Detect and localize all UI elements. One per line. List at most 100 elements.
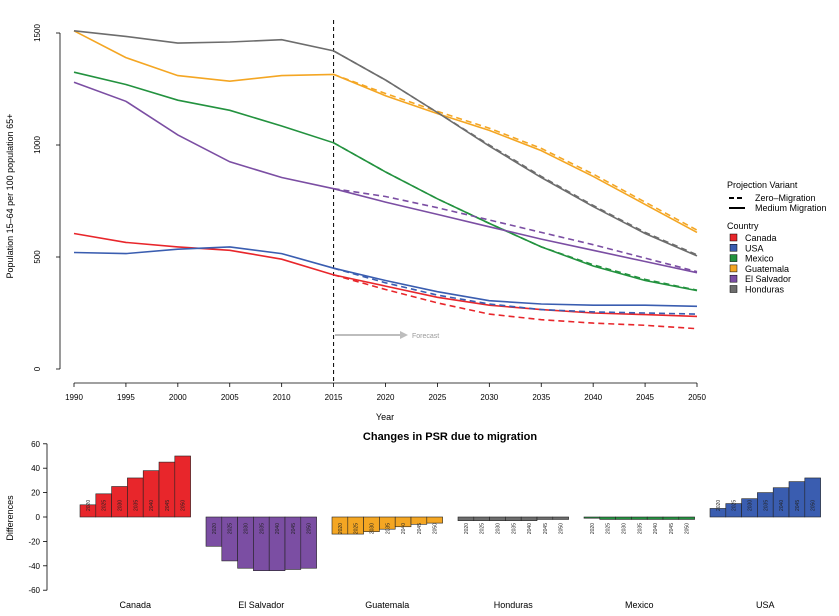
bar-groups: 2020 2025 2030 2035 2040 2045 2050 Canada 2020 20… [79, 455, 821, 610]
x-tick-label: 1995 [117, 393, 135, 402]
bar-y-axis: -60 -40 -20 0 20 40 60 [28, 440, 48, 595]
bar-year-label: 2020 [590, 523, 596, 534]
bar-year-label: 2035 [133, 500, 139, 511]
bar-year-label: 2035 [385, 523, 391, 534]
bar-mexico-2040 [646, 516, 664, 520]
line-guatemala-zero-migration [333, 73, 698, 231]
bar-el-salvador-2050 [300, 516, 317, 569]
bar-year-label: 2035 [511, 523, 517, 534]
x-tick-label: 2050 [688, 393, 706, 402]
bar-mexico-2020 [583, 516, 601, 519]
bar-mexico-2030 [615, 516, 632, 520]
y-axis: 0 500 1000 1500 [33, 24, 61, 371]
legend: Projection Variant Zero–Migration Medium… [727, 180, 827, 295]
bar-y-axis-label: Differences [5, 495, 15, 541]
bar-group-canada: 2020 2025 2030 2035 2040 2045 2050 Canada [79, 455, 191, 610]
bar-chart: Changes in PSR due to migration Differen… [5, 431, 821, 610]
bar-year-label: 2045 [291, 523, 297, 534]
x-tick-label: 2035 [532, 393, 550, 402]
forecast-label: Forecast [412, 333, 439, 340]
bar-y-tick-label: 0 [36, 513, 41, 522]
x-tick-label: 2005 [221, 393, 239, 402]
bar-honduras-2025 [473, 516, 490, 521]
line-usa-zero-migration [333, 267, 698, 315]
line-el-salvador-medium-migration [73, 81, 698, 274]
line-honduras-zero-migration [333, 50, 698, 256]
x-tick-label: 2000 [169, 393, 187, 402]
legend-variant-medium: Medium Migration [755, 203, 827, 213]
bar-group-label-guatemala: Guatemala [365, 600, 409, 610]
bar-year-label: 2020 [212, 523, 218, 534]
bar-honduras-2040 [520, 516, 538, 521]
bar-honduras-2045 [536, 516, 554, 520]
bar-usa-2050 [804, 477, 821, 518]
legend-label-guatemala: Guatemala [745, 264, 789, 274]
bar-year-label: 2030 [244, 523, 250, 534]
bar-year-label: 2025 [732, 500, 738, 511]
bar-guatemala-2050 [426, 516, 443, 524]
bar-group-label-usa: USA [756, 600, 775, 610]
line-guatemala-medium-migration [73, 30, 698, 234]
bar-year-label: 2020 [86, 500, 92, 511]
y-tick-label: 500 [33, 250, 42, 264]
bar-group-mexico: 2020 2025 2030 2035 2040 2045 2050 Mexico [583, 516, 695, 610]
bar-year-label: 2020 [716, 500, 722, 511]
bar-y-tick-label: -20 [28, 537, 40, 546]
bar-year-label: 2025 [354, 523, 360, 534]
bar-y-tick-label: 60 [31, 440, 40, 449]
line-el-salvador-zero-migration [333, 187, 698, 273]
bar-year-label: 2040 [779, 500, 785, 511]
bar-year-label: 2025 [480, 523, 486, 534]
x-tick-label: 2020 [377, 393, 395, 402]
bar-y-tick-label: -60 [28, 586, 40, 595]
bar-year-label: 2030 [118, 500, 124, 511]
y-tick-label: 1500 [33, 24, 42, 42]
bar-year-label: 2025 [228, 523, 234, 534]
bar-year-label: 2040 [401, 523, 407, 534]
y-tick-label: 0 [33, 366, 42, 371]
bar-year-label: 2030 [370, 523, 376, 534]
bar-year-label: 2030 [496, 523, 502, 534]
bar-honduras-2050 [552, 516, 569, 520]
bar-group-el-salvador: 2020 2025 2030 2035 2040 2045 2050 El Salvador [205, 516, 317, 610]
bar-group-label-mexico: Mexico [625, 600, 654, 610]
forecast-arrow-head [400, 331, 408, 339]
legend-variant-title: Projection Variant [727, 180, 798, 190]
bar-year-label: 2035 [763, 500, 769, 511]
bar-year-label: 2030 [748, 500, 754, 511]
line-chart: 0 500 1000 1500 1990 1995 2000 2005 2010 2015 202… [5, 20, 827, 422]
bar-group-usa: 2020 2025 2030 2035 2040 2045 2050 USA [709, 477, 821, 610]
line-series [73, 30, 698, 330]
legend-swatch-honduras [729, 285, 738, 293]
bar-honduras-2035 [505, 516, 522, 521]
forecast-arrow: Forecast [335, 331, 439, 340]
bar-year-label: 2035 [259, 523, 265, 534]
line-canada-medium-migration [73, 232, 698, 318]
bar-group-guatemala: 2020 2025 2030 2035 2040 2045 2050 Guatemala [331, 516, 443, 610]
bar-chart-title: Changes in PSR due to migration [363, 431, 537, 443]
bar-year-label: 2040 [653, 523, 659, 534]
bar-group-label-canada: Canada [120, 600, 152, 610]
legend-label-honduras: Honduras [745, 285, 785, 295]
bar-group-label-el-salvador: El Salvador [238, 600, 284, 610]
bar-year-label: 2050 [811, 500, 817, 511]
bar-canada-2050 [174, 455, 191, 518]
bar-year-label: 2045 [543, 523, 549, 534]
legend-label-el-salvador: El Salvador [745, 274, 791, 284]
line-honduras-medium-migration [73, 30, 698, 257]
bar-group-label-honduras: Honduras [494, 600, 534, 610]
bar-honduras-2020 [457, 516, 475, 521]
bar-year-label: 2020 [338, 523, 344, 534]
legend-country-title: Country [727, 221, 759, 231]
legend-label-canada: Canada [745, 233, 777, 243]
x-axis-label: Year [376, 412, 394, 422]
bar-year-label: 2045 [669, 523, 675, 534]
bar-y-tick-label: 40 [31, 464, 40, 473]
bar-year-label: 2025 [606, 523, 612, 534]
y-axis-label: Population 15–64 per 100 population 65+ [5, 114, 15, 279]
bar-year-label: 2035 [637, 523, 643, 534]
x-axis: 1990 1995 2000 2005 2010 2015 2020 2025 2030 2035… [65, 382, 706, 402]
x-tick-label: 2015 [325, 393, 343, 402]
bar-year-label: 2050 [433, 523, 439, 534]
